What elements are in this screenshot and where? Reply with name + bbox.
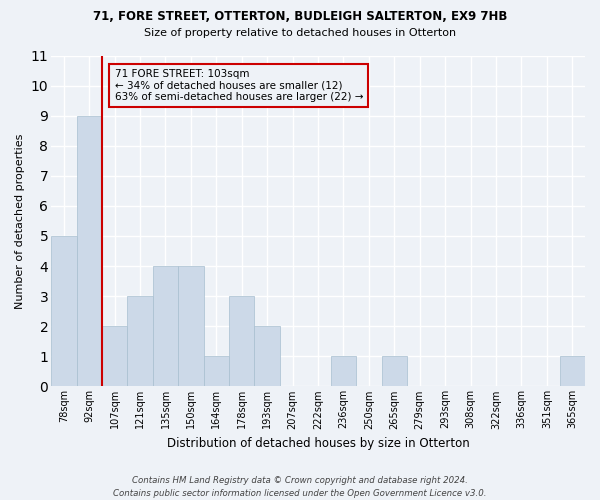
- Bar: [178, 266, 203, 386]
- Bar: [382, 356, 407, 386]
- Text: Contains HM Land Registry data © Crown copyright and database right 2024.
Contai: Contains HM Land Registry data © Crown c…: [113, 476, 487, 498]
- Bar: [560, 356, 585, 386]
- Bar: [102, 326, 127, 386]
- Bar: [127, 296, 153, 386]
- X-axis label: Distribution of detached houses by size in Otterton: Distribution of detached houses by size …: [167, 437, 469, 450]
- Bar: [77, 116, 102, 386]
- Bar: [51, 236, 77, 386]
- Text: 71 FORE STREET: 103sqm
← 34% of detached houses are smaller (12)
63% of semi-det: 71 FORE STREET: 103sqm ← 34% of detached…: [115, 69, 363, 102]
- Bar: [254, 326, 280, 386]
- Y-axis label: Number of detached properties: Number of detached properties: [15, 134, 25, 308]
- Bar: [331, 356, 356, 386]
- Bar: [203, 356, 229, 386]
- Bar: [229, 296, 254, 386]
- Bar: [153, 266, 178, 386]
- Text: Size of property relative to detached houses in Otterton: Size of property relative to detached ho…: [144, 28, 456, 38]
- Text: 71, FORE STREET, OTTERTON, BUDLEIGH SALTERTON, EX9 7HB: 71, FORE STREET, OTTERTON, BUDLEIGH SALT…: [93, 10, 507, 23]
